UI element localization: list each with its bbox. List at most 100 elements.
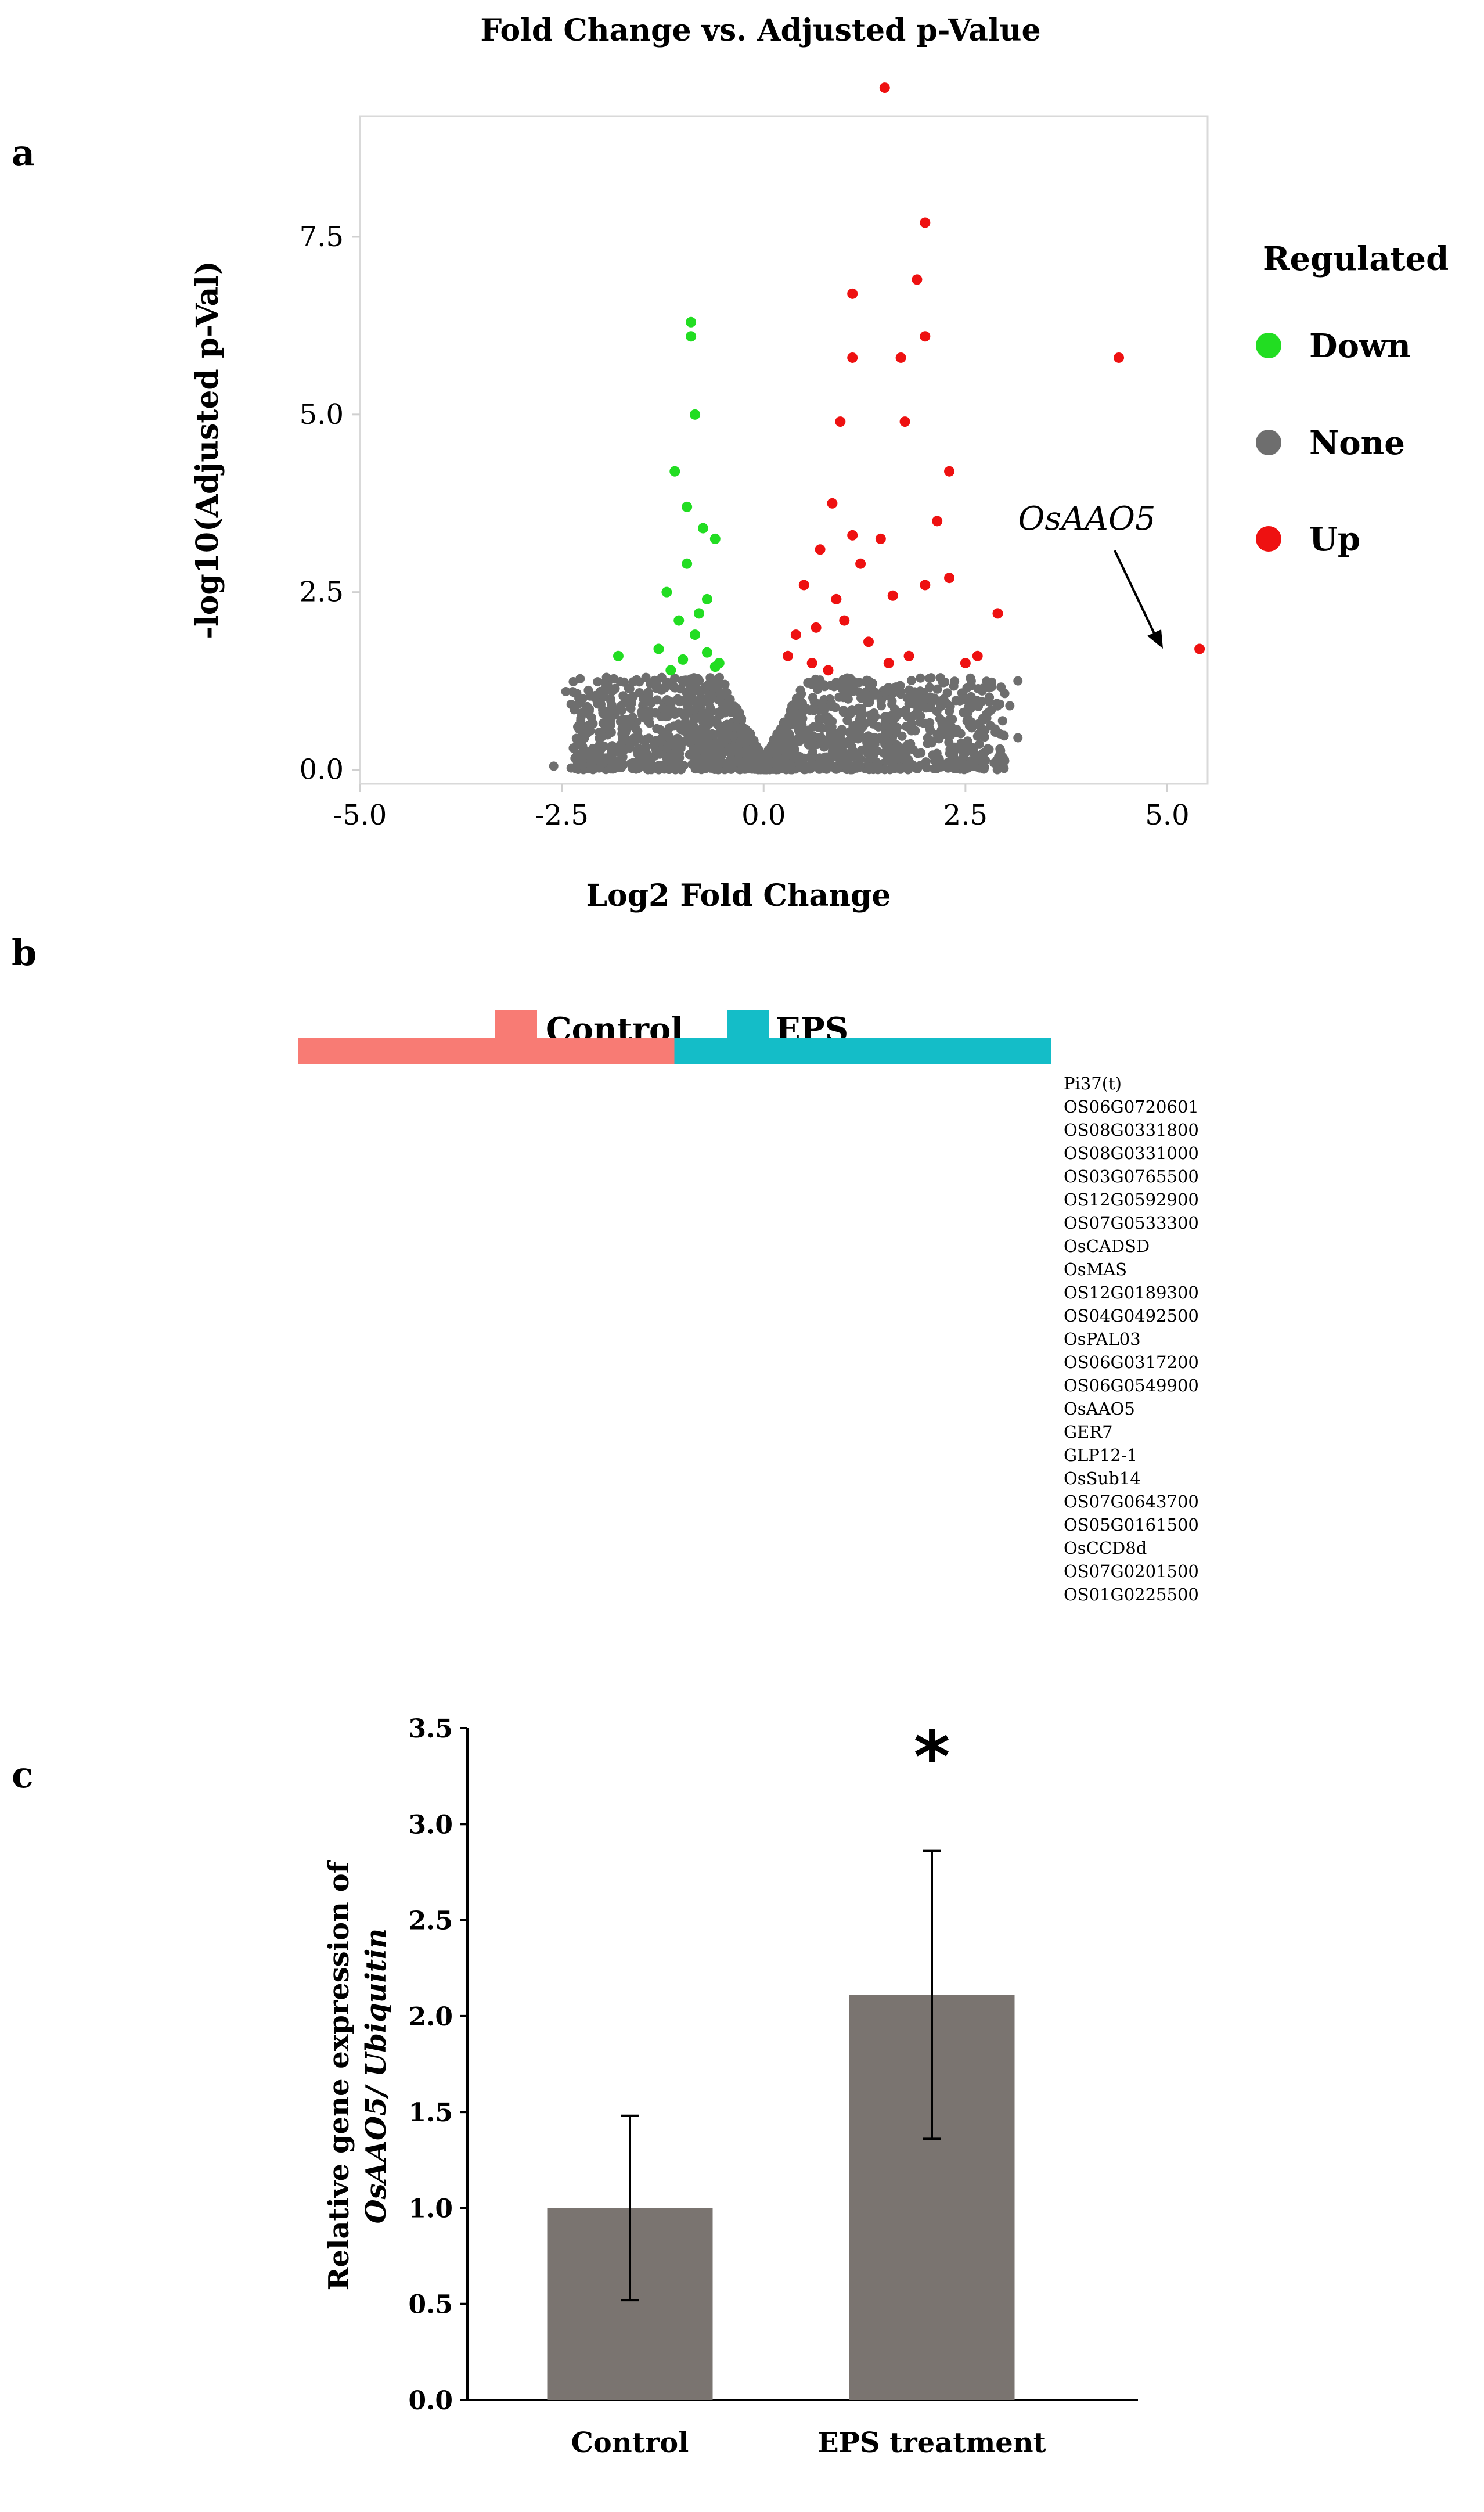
row-label: OS08G0331000 [1064, 1143, 1199, 1163]
point-none [721, 728, 730, 738]
point-none [966, 692, 976, 701]
point-none [950, 676, 960, 686]
point-none [679, 761, 689, 771]
row-label: OS12G0592900 [1064, 1190, 1199, 1210]
point-none [658, 730, 668, 739]
x-tick-label: -2.5 [535, 799, 589, 832]
row-label: OS08G0331800 [1064, 1120, 1199, 1140]
significance-asterisk: * [914, 1718, 950, 1798]
point-none [661, 712, 671, 722]
point-none [896, 689, 906, 699]
point-none [642, 735, 651, 744]
point-none [715, 758, 725, 768]
volcano-series-down [613, 316, 725, 676]
point-down [709, 661, 721, 672]
point-none [628, 677, 638, 687]
point-up [827, 498, 838, 509]
point-none [925, 692, 935, 702]
point-none [935, 673, 945, 683]
row-label: OS06G0317200 [1064, 1352, 1199, 1372]
point-none [795, 690, 805, 700]
point-none [987, 682, 997, 692]
point-none [704, 711, 714, 721]
point-none [586, 712, 596, 722]
point-down [709, 533, 721, 544]
point-up [811, 622, 822, 633]
point-down [653, 643, 664, 654]
point-up [815, 544, 826, 555]
volcano-legend: Regulated Down None Up [1256, 240, 1449, 559]
point-none [703, 693, 712, 703]
point-none [644, 689, 654, 699]
point-none [679, 708, 689, 718]
point-none [897, 731, 907, 741]
point-none [791, 753, 801, 763]
volcano-title: Fold Change vs. Adjusted p-Value [480, 13, 1040, 48]
point-none [707, 681, 716, 690]
volcano-series-none [549, 672, 1023, 775]
point-none [853, 752, 863, 762]
y-tick-label: 0.5 [408, 2290, 453, 2320]
point-none [694, 754, 704, 764]
row-label: OS04G0492500 [1064, 1306, 1199, 1326]
point-none [858, 722, 867, 732]
point-none [652, 683, 661, 693]
point-up [920, 580, 931, 591]
point-none [635, 677, 644, 687]
point-none [943, 729, 953, 738]
annotation-arrow-line [1114, 550, 1157, 636]
point-up [992, 608, 1003, 619]
point-none [842, 715, 852, 725]
point-up [960, 658, 971, 669]
row-label: OS01G0225500 [1064, 1585, 1199, 1604]
x-tick-label: 2.5 [943, 799, 988, 832]
point-none [967, 702, 977, 712]
point-down [697, 523, 708, 534]
point-none [932, 764, 942, 773]
point-none [820, 736, 830, 746]
point-none [597, 730, 606, 740]
point-none [659, 763, 668, 773]
point-none [999, 731, 1009, 741]
row-label: OS07G0643700 [1064, 1492, 1199, 1511]
point-none [667, 740, 676, 750]
point-none [998, 755, 1008, 765]
point-none [995, 744, 1005, 754]
panel-letter-c: c [12, 1754, 34, 1796]
point-none [680, 725, 690, 735]
point-none [722, 719, 732, 729]
point-none [999, 764, 1009, 773]
point-none [973, 684, 983, 693]
point-none [674, 694, 684, 704]
row-label: OS12G0189300 [1064, 1283, 1199, 1302]
point-none [860, 733, 870, 743]
point-none [739, 734, 748, 744]
point-up [847, 288, 858, 299]
point-none [609, 704, 619, 714]
point-none [627, 737, 637, 747]
point-none [682, 700, 692, 710]
point-none [883, 713, 893, 723]
y-tick-label: 2.0 [408, 2002, 453, 2032]
point-none [787, 701, 797, 711]
point-none [978, 748, 988, 758]
bar-y-ticks: 0.0 0.5 1.0 1.5 2.0 2.5 3.0 3.5 [408, 1714, 467, 2416]
point-none [801, 765, 811, 775]
point-none [797, 698, 807, 708]
bar-series: * [547, 1718, 1015, 2400]
point-none [702, 735, 712, 744]
point-none [700, 685, 709, 694]
point-none [727, 763, 737, 773]
x-tick-label: EPS treatment [817, 2427, 1046, 2459]
point-none [715, 744, 725, 754]
point-none [696, 693, 705, 703]
heatmap-group-bar [298, 1038, 1051, 1064]
point-none [733, 747, 742, 757]
point-none [561, 686, 571, 696]
point-none [586, 750, 596, 760]
point-down [613, 650, 624, 661]
point-none [840, 739, 850, 748]
point-none [593, 677, 603, 687]
point-none [838, 706, 848, 715]
point-down [690, 629, 701, 640]
